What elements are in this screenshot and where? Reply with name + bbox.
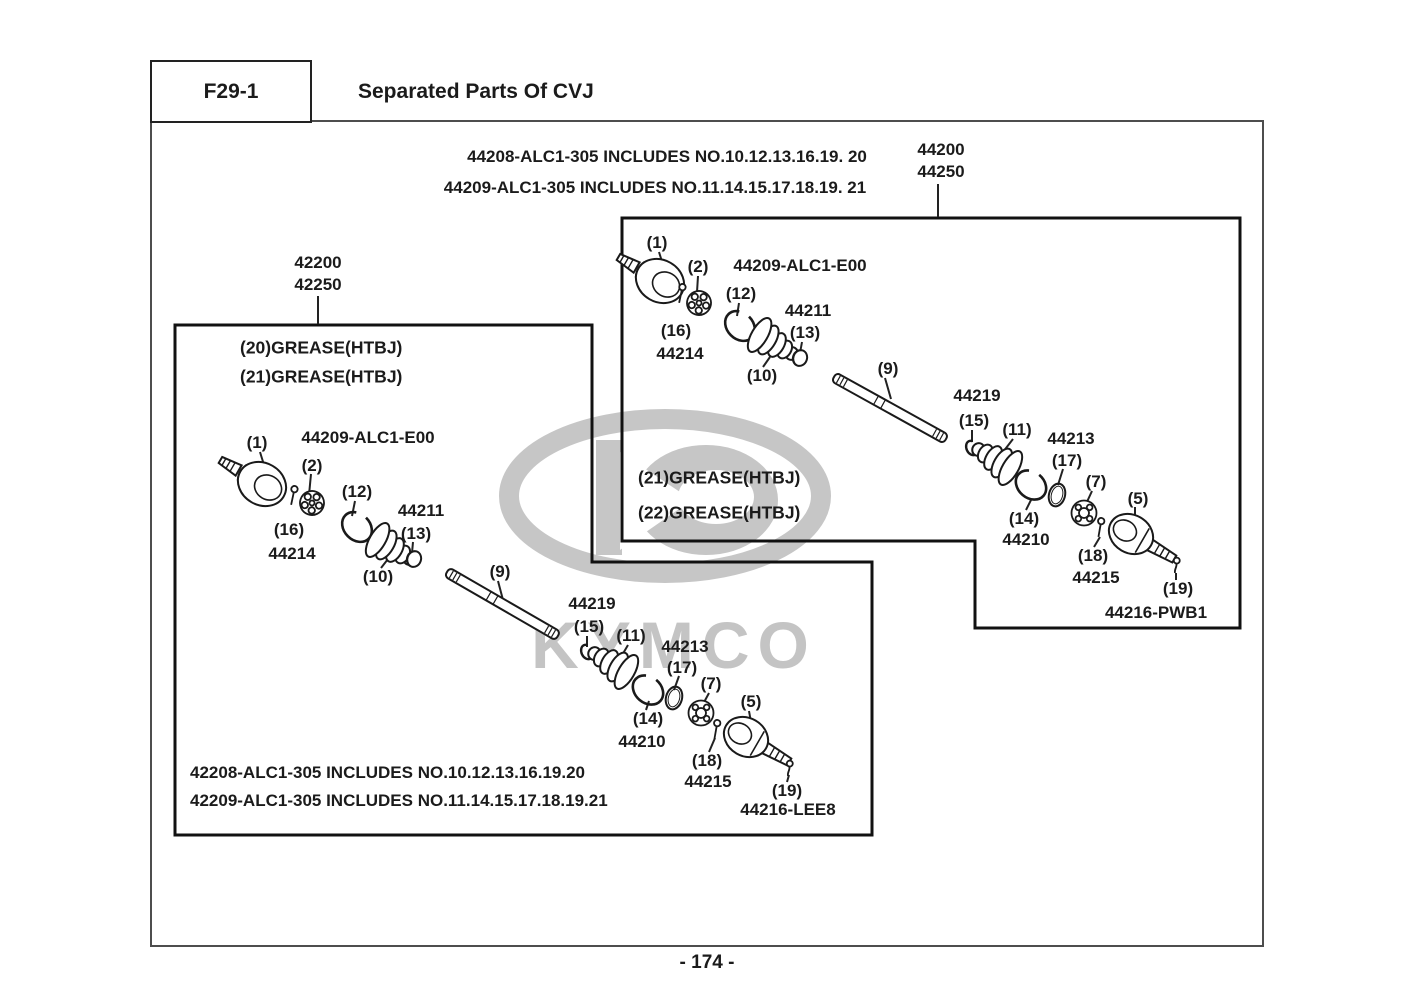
page-frame — [150, 120, 1264, 947]
page-title: Separated Parts Of CVJ — [358, 80, 594, 103]
part-callout: (17) — [1051, 451, 1083, 470]
part-callout: (7) — [700, 674, 722, 693]
part-callout: (10) — [746, 366, 778, 385]
part-ref: 44209-ALC1-E00 — [733, 256, 867, 275]
part-callout: 44213 — [661, 637, 709, 656]
pin-drawing — [1094, 516, 1106, 539]
part-callout: (2) — [301, 456, 323, 475]
part-callout: (16) — [273, 520, 305, 539]
part-callout: (11) — [1002, 420, 1032, 439]
footer-page-number: - 174 - — [679, 952, 735, 973]
outer-cv-joint-drawing — [1100, 505, 1185, 577]
clip-drawing — [784, 759, 795, 778]
grease-note: (21)GREASE(HTBJ) — [240, 366, 403, 387]
lower-parts-box — [173, 323, 874, 837]
ball-cage-drawing — [682, 694, 720, 732]
part-callout: (14) — [1008, 509, 1040, 528]
part-callout: 44215 — [1072, 568, 1120, 587]
part-callout: (1) — [646, 233, 668, 252]
outer-cv-joint-drawing — [715, 708, 800, 780]
part-callout: (9) — [877, 359, 899, 378]
part-callout: 44214 — [656, 344, 704, 363]
assembly-leader-lines — [317, 184, 939, 324]
stopper-ring-drawing — [1045, 480, 1069, 510]
assembly-number: 44250 — [917, 162, 965, 181]
header-code: F29-1 — [203, 79, 259, 103]
part-callout: 44211 — [397, 501, 445, 520]
include-note: 42208-ALC1-305 INCLUDES NO.10.12.13.16.1… — [190, 763, 585, 782]
part-ref: 44209-ALC1-E00 — [301, 428, 435, 447]
assembly-number: 42200 — [294, 253, 342, 272]
part-callout: (9) — [489, 562, 511, 581]
part-callout: (2) — [687, 257, 709, 276]
part-callout: (18) — [691, 751, 723, 770]
grease-note: (21)GREASE(HTBJ) — [638, 467, 801, 488]
include-note: 42209-ALC1-305 INCLUDES NO.11.14.15.17.1… — [190, 791, 608, 810]
part-callout: (13) — [789, 323, 821, 342]
part-callout: (1) — [246, 433, 268, 452]
part-callout: 44213 — [1047, 429, 1095, 448]
part-callout: (17) — [666, 658, 698, 677]
grease-note: (20)GREASE(HTBJ) — [240, 337, 403, 358]
header-code-box: F29-1 — [150, 60, 312, 123]
pin-drawing — [287, 484, 300, 507]
part-callout: (18) — [1077, 546, 1109, 565]
part-callout: 44210 — [618, 732, 666, 751]
part-callout: (14) — [632, 709, 664, 728]
part-callout: 44216-LEE8 — [740, 800, 836, 819]
part-callout: (19) — [771, 781, 803, 800]
include-note: 44209-ALC1-305 INCLUDES NO.11.14.15.17.1… — [443, 178, 867, 197]
part-callout: 44210 — [1002, 530, 1050, 549]
part-callout: (15) — [958, 411, 990, 430]
part-callout: (5) — [740, 692, 762, 711]
pin-drawing — [710, 718, 722, 741]
part-callout: (5) — [1127, 489, 1149, 508]
part-callout: (15) — [573, 617, 605, 636]
watermark-logo: KYMCO — [499, 409, 831, 682]
upper-parts-box — [620, 216, 1242, 630]
assembly-number: 42250 — [294, 275, 342, 294]
part-callout: 44214 — [268, 544, 316, 563]
part-callout: (12) — [341, 482, 373, 501]
drive-shaft-drawing — [830, 371, 950, 445]
part-callout: (10) — [362, 567, 394, 586]
part-callout: (7) — [1085, 472, 1107, 491]
ball-cage-drawing — [1065, 494, 1103, 532]
part-callout: (12) — [725, 284, 757, 303]
part-callout: (13) — [400, 524, 432, 543]
part-callout: 44216-PWB1 — [1104, 603, 1208, 622]
spider-bearing-drawing — [682, 286, 716, 320]
part-callout: 44215 — [684, 772, 732, 791]
include-note: 44208-ALC1-305 INCLUDES NO.10.12.13.16.1… — [467, 147, 867, 166]
part-callout: 44219 — [568, 594, 616, 613]
clip-drawing — [1171, 556, 1182, 575]
part-callout: (16) — [660, 321, 692, 340]
part-callout: (11) — [616, 626, 646, 645]
grease-note: (22)GREASE(HTBJ) — [638, 502, 801, 523]
spider-bearing-drawing — [295, 486, 329, 520]
assembly-number: 44200 — [917, 140, 965, 159]
part-callout: 44219 — [953, 386, 1001, 405]
part-callout: 44211 — [784, 301, 832, 320]
part-callout: (19) — [1162, 579, 1194, 598]
watermark-text: KYMCO — [531, 608, 817, 682]
